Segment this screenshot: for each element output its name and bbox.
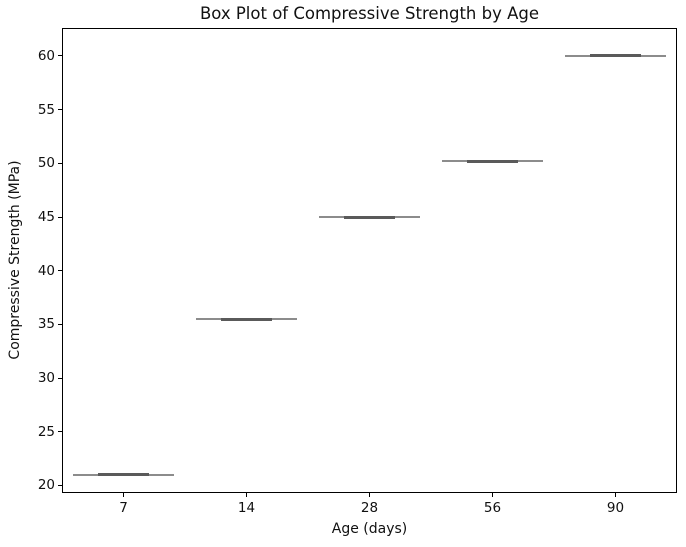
y-tick-label: 60	[37, 47, 55, 64]
y-tick-label: 25	[37, 423, 55, 440]
y-tick-label: 20	[37, 477, 55, 494]
y-tick	[58, 162, 62, 164]
y-tick	[58, 216, 62, 218]
y-tick-label: 55	[37, 101, 55, 118]
x-tick	[369, 493, 370, 497]
x-tick	[246, 493, 247, 497]
y-tick	[58, 377, 62, 379]
y-tick-label: 35	[37, 316, 55, 333]
box-median-line	[344, 215, 395, 219]
box-median-line	[590, 54, 641, 58]
box-median-line	[221, 317, 272, 321]
plot-area	[62, 28, 677, 493]
y-tick-label: 40	[37, 262, 55, 279]
box-median-line	[467, 159, 518, 163]
x-tick-label: 90	[606, 500, 625, 516]
y-tick	[58, 55, 62, 57]
y-tick	[58, 270, 62, 272]
y-tick	[58, 323, 62, 325]
x-tick	[615, 493, 616, 497]
y-tick-label: 50	[37, 155, 55, 172]
y-tick-label: 30	[37, 370, 55, 387]
y-tick	[58, 484, 62, 486]
x-tick-label: 28	[360, 500, 379, 516]
x-axis-label: Age (days)	[331, 521, 408, 537]
x-tick	[492, 493, 493, 497]
y-tick-label: 45	[37, 209, 55, 225]
y-tick	[58, 431, 62, 433]
x-tick	[123, 493, 124, 497]
y-tick	[58, 109, 62, 111]
x-tick-label: 14	[237, 500, 256, 516]
x-tick-label: 7	[119, 500, 128, 516]
chart-title: Box Plot of Compressive Strength by Age	[199, 4, 540, 23]
box-median-line	[98, 473, 149, 477]
x-tick-label: 56	[483, 500, 502, 516]
